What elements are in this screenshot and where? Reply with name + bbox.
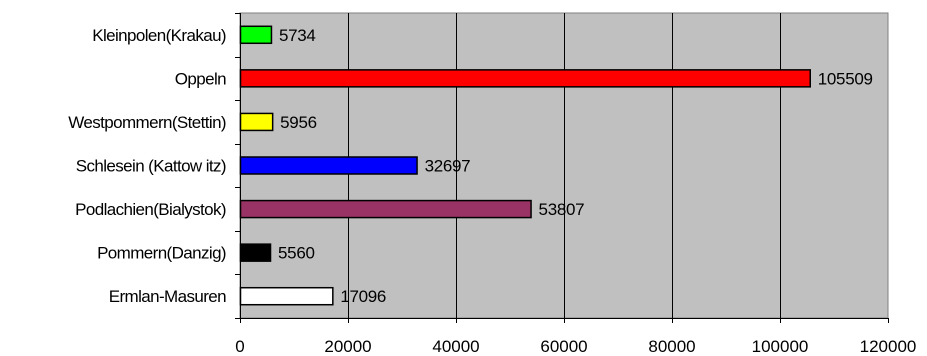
bar [239, 112, 274, 132]
bar [239, 69, 811, 88]
gridlines [348, 13, 781, 318]
data-label: 53807 [539, 200, 585, 219]
bar [239, 243, 272, 262]
data-label: 5560 [278, 244, 315, 263]
x-tick-label: 40000 [432, 337, 479, 356]
data-label: 105509 [818, 69, 873, 88]
x-tick-label: 120000 [860, 337, 917, 356]
category-label: Pommern(Danzig) [97, 244, 226, 263]
data-label: 5956 [280, 113, 317, 132]
data-label: 17096 [340, 287, 386, 306]
bar [239, 156, 418, 175]
category-label: Westpommern(Stettin) [68, 113, 226, 132]
x-axis-ticks: 0 20000 40000 60000 80000 100000 120000 [235, 13, 916, 356]
category-label: Schlesein (Kattow itz) [76, 157, 226, 176]
x-tick-label: 0 [235, 337, 244, 356]
data-label: 32697 [425, 157, 471, 176]
bar [239, 25, 273, 45]
x-tick-label: 80000 [648, 337, 695, 356]
category-label: Ermlan-Masuren [109, 287, 226, 306]
category-label: Podlachien(Bialystok) [75, 200, 226, 219]
x-tick-label: 20000 [324, 337, 371, 356]
bar [239, 286, 334, 306]
category-label: Oppeln [175, 69, 226, 88]
data-labels: 5734 105509 5956 32697 53807 5560 17096 [278, 26, 873, 306]
bars [239, 25, 811, 306]
x-tick-label: 60000 [540, 337, 587, 356]
bar [239, 199, 532, 219]
category-labels: Kleinpolen(Krakau) Oppeln Westpommern(Stet… [68, 26, 226, 306]
category-label: Kleinpolen(Krakau) [92, 26, 226, 45]
x-tick-label: 100000 [752, 337, 809, 356]
data-label: 5734 [279, 26, 316, 45]
